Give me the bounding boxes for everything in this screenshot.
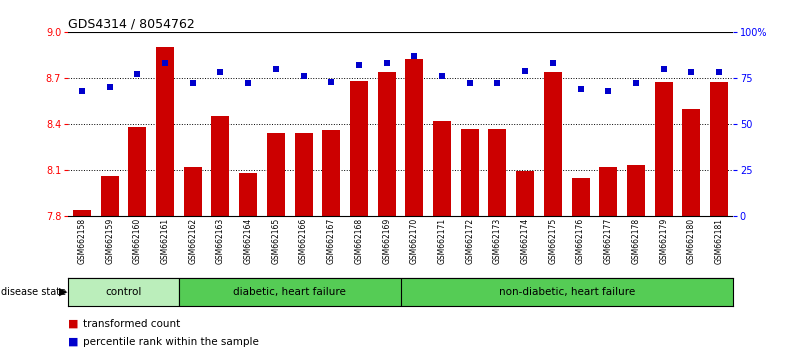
Bar: [322, 130, 340, 216]
Text: GSM662167: GSM662167: [327, 218, 336, 264]
Point: [242, 81, 255, 86]
Bar: [654, 82, 673, 216]
Bar: [710, 82, 728, 216]
Text: GSM662178: GSM662178: [631, 218, 641, 264]
Text: GSM662165: GSM662165: [272, 218, 280, 264]
Bar: [489, 129, 506, 216]
Text: GSM662163: GSM662163: [216, 218, 225, 264]
Text: control: control: [105, 287, 142, 297]
Point: [187, 81, 199, 86]
Text: GSM662162: GSM662162: [188, 218, 197, 264]
Bar: [405, 59, 424, 216]
Bar: [295, 133, 312, 216]
Text: ▶: ▶: [58, 287, 67, 297]
Point: [214, 69, 227, 75]
Text: GSM662158: GSM662158: [78, 218, 87, 264]
Bar: [377, 72, 396, 216]
Text: GSM662160: GSM662160: [133, 218, 142, 264]
Text: GSM662175: GSM662175: [549, 218, 557, 264]
Text: GSM662177: GSM662177: [604, 218, 613, 264]
Text: ■: ■: [68, 337, 78, 347]
Point: [352, 62, 365, 68]
Bar: [101, 176, 119, 216]
Text: GSM662168: GSM662168: [355, 218, 364, 264]
Text: GSM662181: GSM662181: [714, 218, 723, 264]
Bar: [211, 116, 229, 216]
Bar: [239, 173, 257, 216]
Point: [380, 60, 393, 66]
Text: ■: ■: [68, 319, 78, 329]
Bar: [267, 133, 285, 216]
Point: [159, 60, 171, 66]
Point: [269, 66, 282, 72]
Text: GSM662161: GSM662161: [160, 218, 170, 264]
Point: [131, 72, 143, 77]
Text: non-diabetic, heart failure: non-diabetic, heart failure: [498, 287, 635, 297]
Point: [325, 79, 338, 84]
Text: GSM662173: GSM662173: [493, 218, 502, 264]
Bar: [599, 167, 618, 216]
Bar: [682, 109, 700, 216]
Point: [602, 88, 614, 93]
Text: GDS4314 / 8054762: GDS4314 / 8054762: [68, 18, 195, 31]
Point: [103, 84, 116, 90]
Point: [713, 69, 726, 75]
Point: [463, 81, 476, 86]
Point: [491, 81, 504, 86]
Text: GSM662172: GSM662172: [465, 218, 474, 264]
Point: [519, 68, 532, 73]
Point: [574, 86, 587, 92]
Point: [408, 53, 421, 59]
Text: GSM662180: GSM662180: [687, 218, 696, 264]
Text: disease state: disease state: [1, 287, 66, 297]
Point: [436, 73, 449, 79]
Text: GSM662179: GSM662179: [659, 218, 668, 264]
Bar: [572, 178, 590, 216]
Bar: [516, 171, 534, 216]
Bar: [627, 165, 645, 216]
Point: [685, 69, 698, 75]
Point: [546, 60, 559, 66]
Point: [658, 66, 670, 72]
Text: GSM662159: GSM662159: [105, 218, 114, 264]
Text: GSM662169: GSM662169: [382, 218, 391, 264]
Bar: [73, 210, 91, 216]
Text: GSM662174: GSM662174: [521, 218, 529, 264]
Text: diabetic, heart failure: diabetic, heart failure: [233, 287, 346, 297]
Point: [75, 88, 88, 93]
Bar: [433, 121, 451, 216]
Text: GSM662176: GSM662176: [576, 218, 585, 264]
Bar: [183, 167, 202, 216]
Bar: [128, 127, 147, 216]
Text: GSM662170: GSM662170: [410, 218, 419, 264]
Bar: [156, 47, 174, 216]
Point: [297, 73, 310, 79]
Bar: [350, 81, 368, 216]
Text: GSM662164: GSM662164: [244, 218, 252, 264]
Text: transformed count: transformed count: [83, 319, 179, 329]
Text: percentile rank within the sample: percentile rank within the sample: [83, 337, 259, 347]
Bar: [461, 129, 479, 216]
Point: [630, 81, 642, 86]
Text: GSM662166: GSM662166: [299, 218, 308, 264]
Bar: [544, 72, 562, 216]
Text: GSM662171: GSM662171: [437, 218, 446, 264]
